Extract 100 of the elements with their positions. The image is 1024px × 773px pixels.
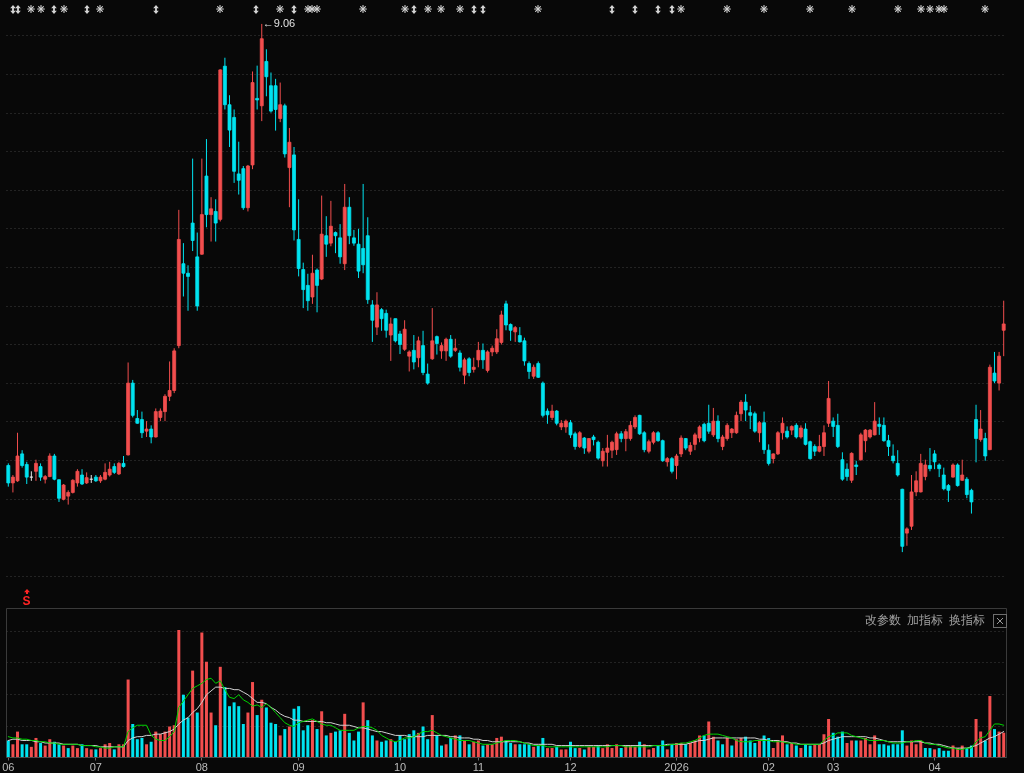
bar <box>748 740 752 757</box>
bar <box>476 740 480 757</box>
bar <box>707 721 711 757</box>
bar <box>430 715 434 757</box>
bar <box>62 745 66 757</box>
candlestick <box>425 363 430 386</box>
text: 改参数 <box>865 613 901 627</box>
bar <box>158 734 162 757</box>
candlestick <box>370 299 375 343</box>
bar <box>366 720 370 757</box>
candlestick <box>310 254 315 305</box>
bar <box>200 632 204 757</box>
bar <box>416 732 420 757</box>
bar <box>992 729 996 757</box>
candlestick <box>748 405 753 430</box>
candlestick <box>785 425 789 440</box>
bar <box>813 744 817 757</box>
bar <box>57 744 61 757</box>
bar <box>463 740 467 757</box>
bar <box>896 744 900 757</box>
candlestick <box>872 401 877 436</box>
bar <box>131 723 135 757</box>
candlestick <box>462 357 467 385</box>
candlestick <box>905 526 909 547</box>
x-tick-label: 03 <box>827 760 840 773</box>
candlestick <box>481 342 485 370</box>
candlestick <box>550 404 554 421</box>
bar <box>808 745 812 757</box>
x-tick-label: 04 <box>928 760 941 773</box>
bar <box>449 737 453 757</box>
bar <box>545 748 549 757</box>
candlestick <box>596 440 601 461</box>
candlestick <box>716 414 720 443</box>
candlestick <box>960 459 965 482</box>
bar <box>610 748 614 757</box>
bar <box>1002 732 1006 757</box>
bar <box>836 736 840 757</box>
bar <box>439 745 443 757</box>
bar <box>177 629 181 757</box>
bar <box>905 745 909 757</box>
bar <box>11 744 15 757</box>
bar <box>522 744 526 757</box>
candlestick <box>324 215 329 258</box>
bar <box>854 740 858 757</box>
bar <box>264 707 268 757</box>
bar <box>665 749 669 757</box>
bar <box>532 746 536 757</box>
bar <box>140 737 144 757</box>
bar <box>251 682 255 757</box>
bar <box>306 725 310 757</box>
bar <box>393 741 397 757</box>
bar <box>334 731 337 757</box>
x-tick-label: 08 <box>195 760 208 773</box>
bar <box>486 744 490 757</box>
candlestick <box>766 443 771 466</box>
bar <box>375 740 379 757</box>
bar <box>997 731 1001 757</box>
bar <box>573 748 577 757</box>
bar <box>228 706 231 757</box>
bar <box>186 717 190 757</box>
bar <box>191 670 195 757</box>
bar <box>863 737 867 757</box>
bar <box>20 744 24 757</box>
bar <box>509 743 513 757</box>
bar <box>209 712 213 757</box>
bar <box>753 743 757 757</box>
candlestick <box>895 449 900 478</box>
candlestick <box>458 349 462 372</box>
bar <box>785 744 789 757</box>
bar <box>25 744 29 757</box>
bar <box>799 748 803 757</box>
bar <box>232 702 236 757</box>
candlestick <box>402 319 407 352</box>
bar <box>80 744 84 757</box>
bar <box>914 744 918 757</box>
bar <box>564 749 568 757</box>
candlestick <box>974 404 978 463</box>
bar <box>324 735 328 757</box>
candlestick <box>835 413 840 449</box>
text: 换指标 <box>949 613 985 627</box>
bar <box>412 730 416 757</box>
candlestick <box>407 349 412 372</box>
candlestick <box>605 434 610 468</box>
bar <box>329 732 333 757</box>
bar <box>790 743 794 757</box>
bar <box>781 735 784 757</box>
bar <box>651 748 655 757</box>
bar <box>66 748 70 757</box>
candlestick <box>430 307 435 361</box>
candlestick <box>34 459 38 482</box>
bar <box>39 743 43 757</box>
bar <box>882 744 886 757</box>
bar <box>527 744 531 757</box>
bar <box>937 748 941 757</box>
bar <box>675 743 678 757</box>
bar <box>684 744 688 757</box>
bar <box>357 731 361 757</box>
bar <box>730 745 734 757</box>
bar <box>255 715 259 757</box>
candlestick <box>315 267 319 313</box>
